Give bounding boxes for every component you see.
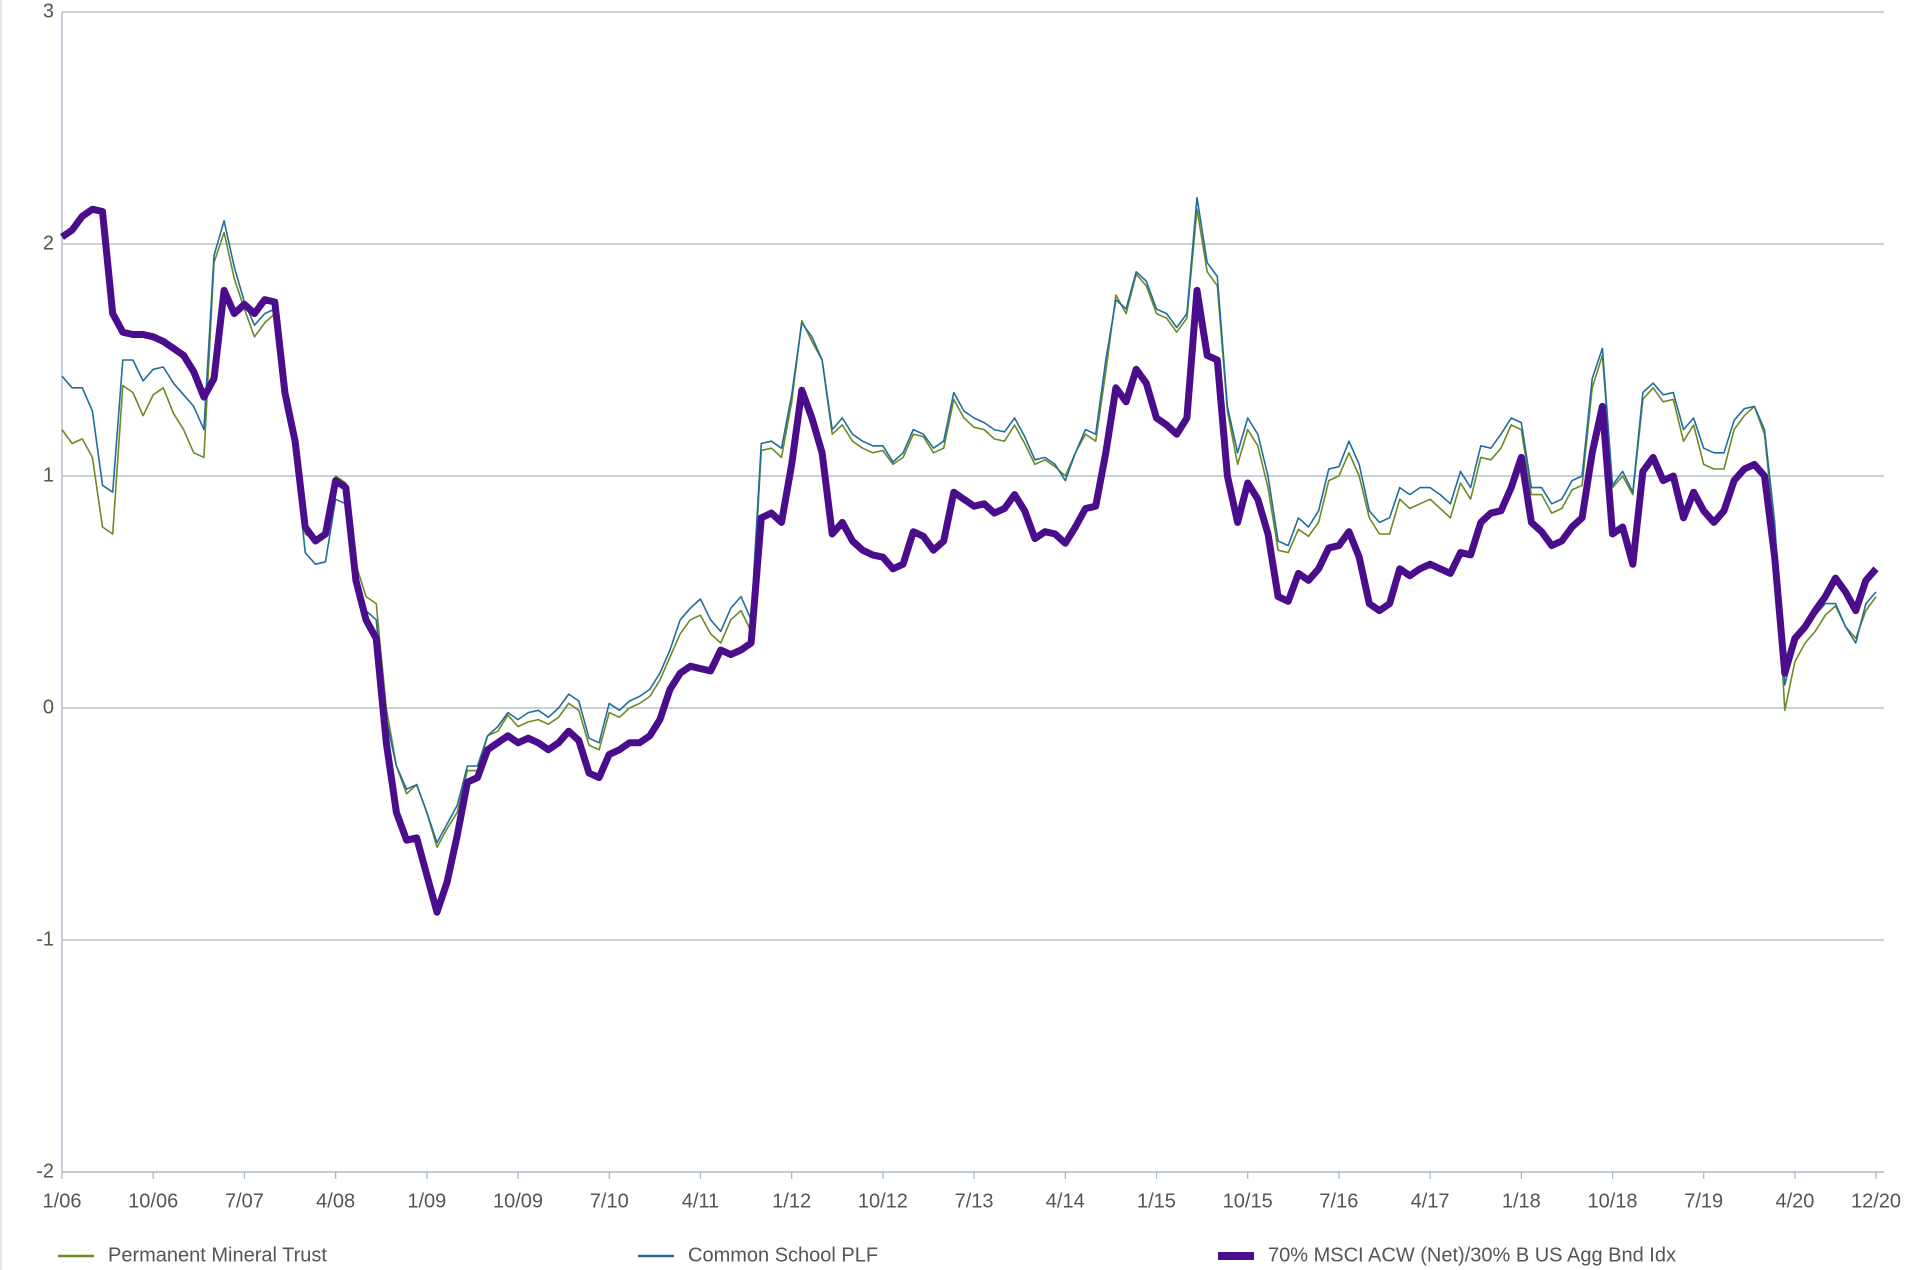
x-tick-label: 4/11	[682, 1190, 719, 1212]
series-line	[60, 205, 1879, 916]
legend-label: 70% MSCI ACW (Net)/30% B US Agg Bnd Idx	[1268, 1244, 1676, 1266]
x-tick-label: 12/20	[1851, 1190, 1901, 1212]
legend-label: Permanent Mineral Trust	[108, 1244, 327, 1266]
series-line	[61, 196, 1877, 844]
x-tick-label: 7/19	[1684, 1190, 1723, 1212]
x-tick-label: 1/18	[1502, 1190, 1541, 1212]
x-tick-label: 1/06	[43, 1190, 82, 1212]
x-tick-label: 1/09	[407, 1190, 446, 1212]
y-tick-label: -2	[36, 1160, 54, 1182]
x-tick-label: 4/14	[1046, 1190, 1085, 1212]
x-tick-label: 1/15	[1137, 1190, 1176, 1212]
x-tick-label: 10/12	[858, 1190, 908, 1212]
x-tick-label: 7/07	[225, 1190, 264, 1212]
x-tick-label: 10/09	[493, 1190, 543, 1212]
x-tick-label: 7/10	[590, 1190, 629, 1212]
x-tick-label: 7/13	[955, 1190, 994, 1212]
y-tick-label: 2	[43, 232, 54, 254]
x-tick-label: 7/16	[1319, 1190, 1358, 1212]
x-tick-label: 10/06	[128, 1190, 178, 1212]
y-tick-label: 1	[43, 464, 54, 486]
y-tick-label: 3	[43, 0, 54, 22]
x-tick-label: 10/15	[1223, 1190, 1273, 1212]
x-tick-label: 10/18	[1587, 1190, 1637, 1212]
x-tick-label: 4/08	[316, 1190, 355, 1212]
y-tick-label: 0	[43, 696, 54, 718]
legend-label: Common School PLF	[688, 1244, 878, 1266]
x-tick-label: 1/12	[772, 1190, 811, 1212]
y-tick-label: -1	[36, 928, 54, 950]
x-tick-label: 4/20	[1775, 1190, 1814, 1212]
series-line	[61, 208, 1877, 848]
x-tick-label: 4/17	[1411, 1190, 1450, 1212]
